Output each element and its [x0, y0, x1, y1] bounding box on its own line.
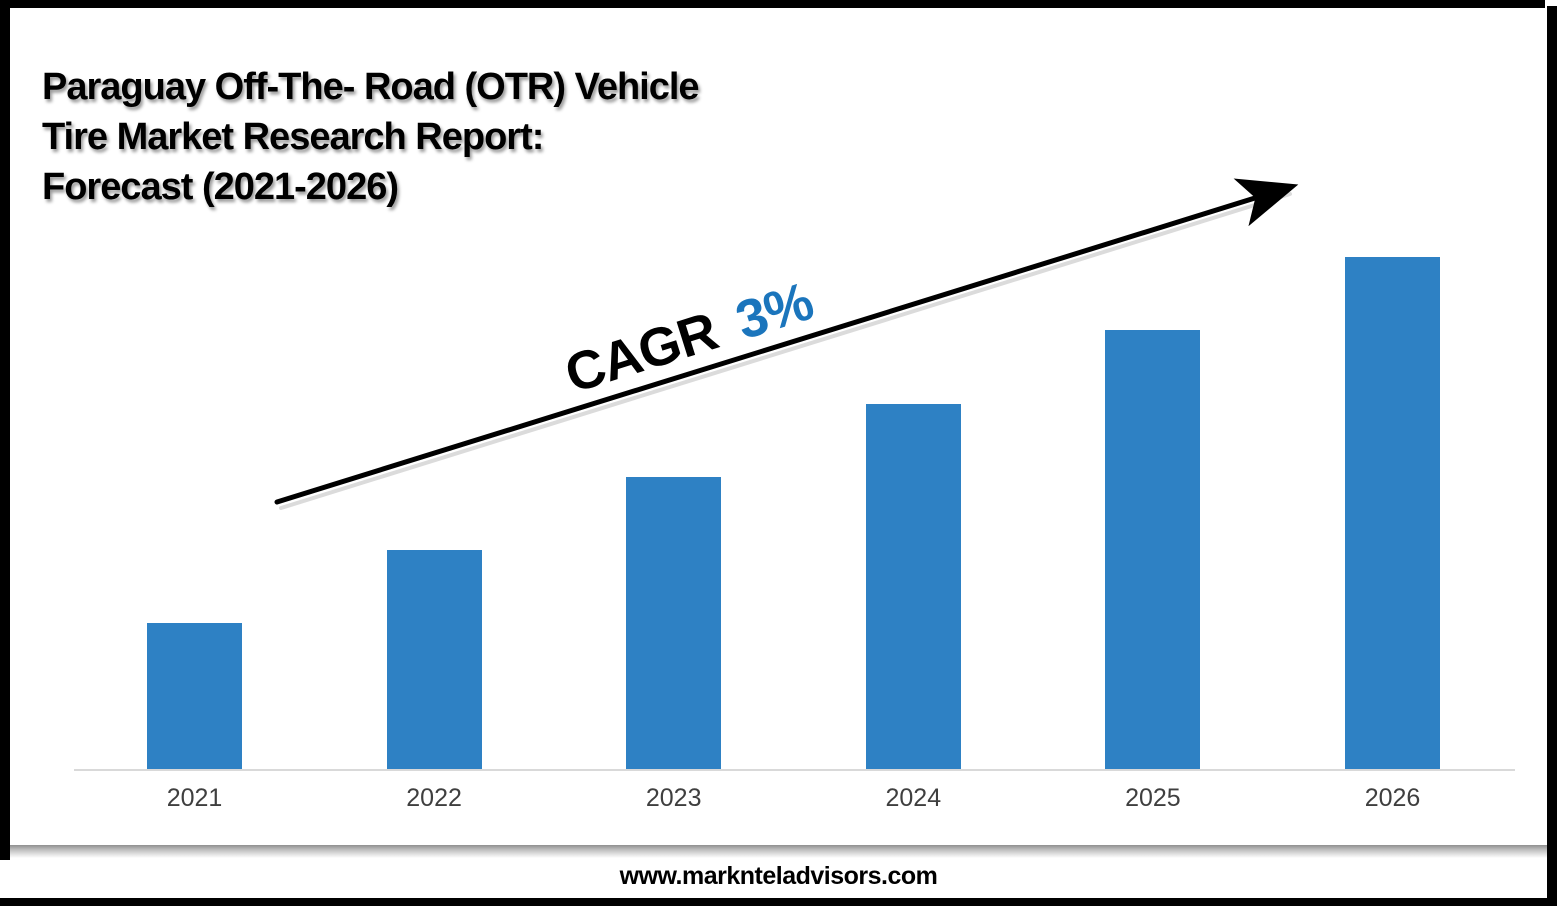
frame-top-border — [0, 0, 1545, 8]
x-tick-2024: 2024 — [885, 784, 942, 812]
footer-url: www.marknteladvisors.com — [619, 862, 938, 890]
x-tick-2021: 2021 — [166, 784, 223, 812]
bar-2026 — [1345, 256, 1440, 770]
bar-chart-plot-area — [74, 0, 1515, 770]
frame-right-border — [1547, 6, 1557, 906]
chart-title: Paraguay Off-The- Road (OTR) Vehicle Tir… — [42, 66, 700, 208]
x-tick-2023: 2023 — [645, 784, 702, 812]
bar-2022 — [386, 550, 482, 770]
frame-bottom-border — [0, 898, 1557, 906]
frame-left-border — [0, 0, 10, 860]
x-tick-2026: 2026 — [1364, 784, 1421, 812]
bar-2024 — [865, 403, 961, 770]
x-tick-2022: 2022 — [406, 784, 462, 812]
bar-2021 — [147, 623, 242, 770]
x-axis-line — [74, 769, 1515, 771]
bar-2025 — [1105, 330, 1201, 770]
bar-2023 — [626, 476, 722, 770]
x-tick-2025: 2025 — [1125, 784, 1181, 812]
footer-separator — [10, 845, 1547, 858]
